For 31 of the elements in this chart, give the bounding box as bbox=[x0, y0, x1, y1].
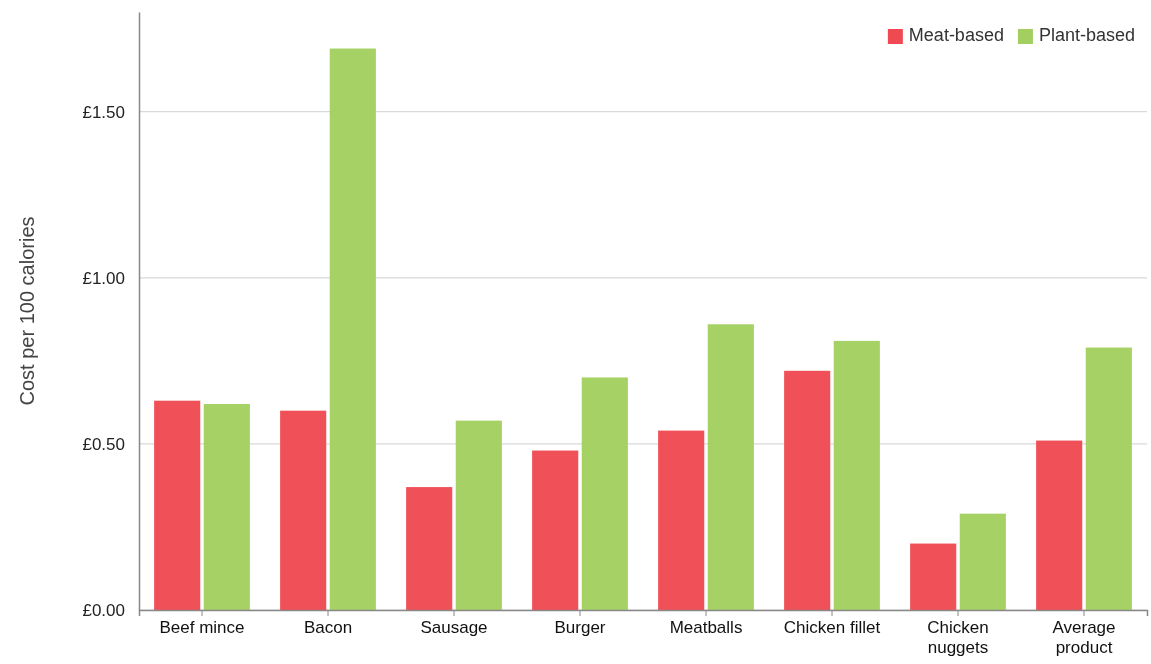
bar bbox=[203, 404, 250, 610]
x-tick-label: Sausage bbox=[420, 618, 488, 638]
bar bbox=[154, 400, 201, 610]
x-tick-label: Average product bbox=[1052, 618, 1116, 657]
y-axis-title: Cost per 100 calories bbox=[16, 216, 38, 406]
bar bbox=[1085, 347, 1132, 610]
bar bbox=[329, 48, 376, 610]
bar bbox=[581, 377, 628, 610]
bar bbox=[455, 420, 502, 610]
y-tick-label: £1.00 bbox=[82, 268, 125, 288]
bar bbox=[532, 450, 579, 610]
bar bbox=[910, 543, 957, 610]
bar bbox=[406, 487, 453, 610]
bar bbox=[707, 324, 754, 610]
y-tick-label: £0.00 bbox=[82, 600, 125, 620]
x-tick-label: Chicken fillet bbox=[783, 618, 881, 638]
bar bbox=[1036, 440, 1083, 610]
bar bbox=[833, 340, 880, 610]
bar bbox=[959, 513, 1006, 610]
legend-label: Meat-based bbox=[908, 25, 1004, 45]
y-tick-label: £0.50 bbox=[82, 434, 125, 454]
bar bbox=[280, 410, 327, 610]
x-tick-label: Chicken nuggets bbox=[927, 618, 989, 657]
x-tick-label: Meatballs bbox=[669, 618, 743, 638]
x-tick-label: Beef mince bbox=[159, 618, 245, 638]
bar bbox=[658, 430, 705, 610]
y-tick-label: £1.50 bbox=[82, 102, 125, 122]
bar bbox=[784, 370, 831, 610]
x-tick-label: Bacon bbox=[303, 618, 353, 638]
x-tick-label: Burger bbox=[554, 618, 606, 638]
legend-label: Plant-based bbox=[1038, 25, 1135, 45]
